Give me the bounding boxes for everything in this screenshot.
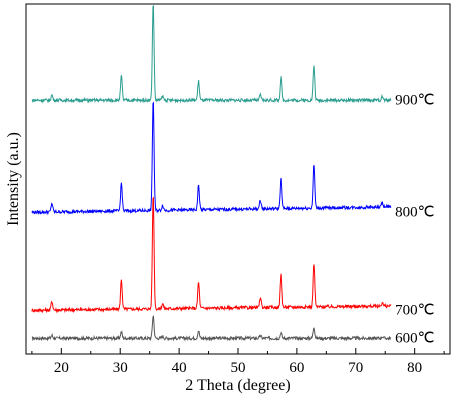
x-axis-ticks: 20 30 40 50 60 70 80 [31,348,445,376]
series-labels: 600℃ 700℃ 800℃ 900℃ [395,92,434,346]
x-tick-label: 50 [231,360,246,376]
series-label: 800℃ [395,204,434,220]
series-line [31,101,392,216]
x-tick-label: 80 [407,360,422,376]
y-axis-title: Intensity (a.u.) [5,132,22,226]
series-line [31,314,392,342]
series-line [31,196,392,314]
x-tick-label: 70 [348,360,363,376]
plot-frame [25,3,451,355]
series-traces [31,4,392,342]
x-axis-title: 2 Theta (degree) [185,377,290,394]
x-tick-label: 30 [113,360,128,376]
series-label: 600℃ [395,330,434,346]
series-label: 700℃ [395,302,434,318]
x-tick-label: 40 [172,360,187,376]
x-tick-label: 60 [289,360,304,376]
x-tick-label: 20 [54,360,69,376]
series-line [31,4,392,104]
series-label: 900℃ [395,92,434,108]
